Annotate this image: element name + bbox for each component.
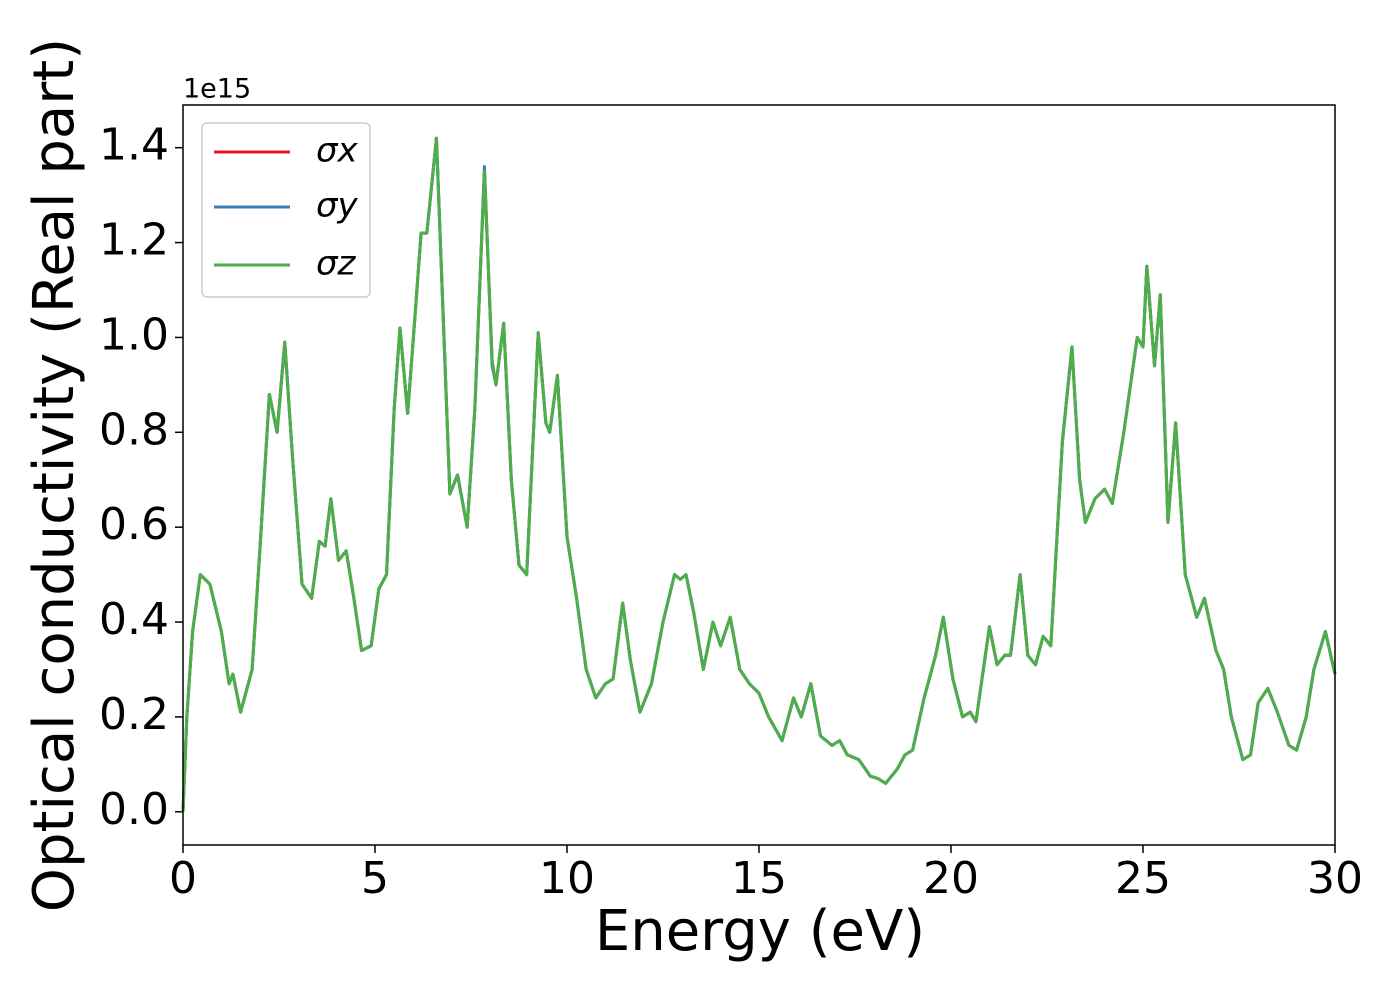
y-tick-label: 1.0 xyxy=(99,309,169,360)
y-tick-label: 1.4 xyxy=(99,120,169,171)
legend-label: σz xyxy=(316,244,357,284)
y-offset-label: 1e15 xyxy=(183,74,251,105)
legend: σx σy σz xyxy=(201,122,371,298)
x-tick-label: 10 xyxy=(539,853,595,904)
y-tick-label: 1.2 xyxy=(99,215,169,266)
x-tick-label: 15 xyxy=(731,853,787,904)
x-tick-label: 0 xyxy=(169,853,197,904)
line-series xyxy=(181,136,1337,812)
y-tick-label: 0.6 xyxy=(99,499,169,550)
x-tick-label: 30 xyxy=(1307,853,1363,904)
legend-label: σy xyxy=(316,186,359,226)
y-tick-label: 0.0 xyxy=(99,784,169,835)
y-axis-label: Optical conductivity (Real part) xyxy=(22,38,87,912)
x-tick-label: 20 xyxy=(923,853,979,904)
y-tick-label: 0.2 xyxy=(99,689,169,740)
x-tick-label: 25 xyxy=(1115,853,1171,904)
plot-frame xyxy=(182,104,1336,846)
legend-box xyxy=(201,122,371,298)
y-tick-label: 0.8 xyxy=(99,404,169,455)
y-tick-label: 0.4 xyxy=(99,594,169,645)
x-tick-label: 5 xyxy=(361,853,389,904)
x-axis-label: Energy (eV) xyxy=(595,899,925,964)
legend-label: σx xyxy=(316,131,359,171)
